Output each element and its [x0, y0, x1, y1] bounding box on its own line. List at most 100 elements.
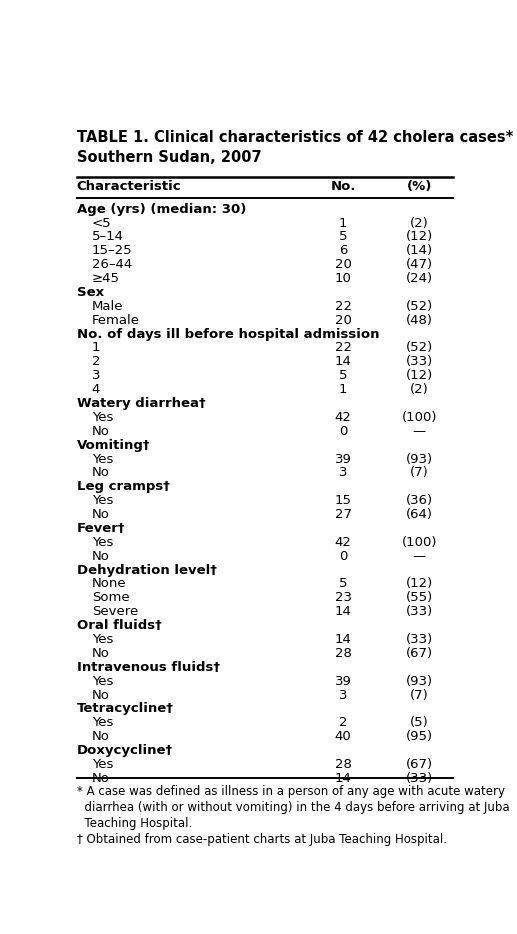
Text: <5: <5	[92, 217, 112, 230]
Text: (55): (55)	[406, 591, 433, 604]
Text: 28: 28	[334, 647, 352, 659]
Text: 1: 1	[339, 217, 347, 230]
Text: (7): (7)	[410, 466, 429, 479]
Text: † Obtained from case-patient charts at Juba Teaching Hospital.: † Obtained from case-patient charts at J…	[77, 833, 447, 846]
Text: ≥45: ≥45	[92, 272, 120, 285]
Text: 14: 14	[334, 771, 352, 785]
Text: (47): (47)	[406, 258, 433, 271]
Text: (64): (64)	[406, 508, 433, 521]
Text: (2): (2)	[410, 217, 429, 230]
Text: Fever†: Fever†	[77, 522, 125, 535]
Text: Leg cramps†: Leg cramps†	[77, 480, 170, 493]
Text: 10: 10	[334, 272, 352, 285]
Text: —: —	[413, 550, 426, 562]
Text: 15: 15	[334, 494, 352, 507]
Text: (33): (33)	[406, 355, 433, 368]
Text: 39: 39	[334, 453, 352, 465]
Text: Watery diarrhea†: Watery diarrhea†	[77, 397, 205, 410]
Text: Teaching Hospital.: Teaching Hospital.	[77, 817, 192, 830]
Text: No.: No.	[330, 180, 356, 193]
Text: 0: 0	[339, 425, 347, 438]
Text: Yes: Yes	[92, 411, 113, 424]
Text: (33): (33)	[406, 633, 433, 646]
Text: 28: 28	[334, 757, 352, 771]
Text: 14: 14	[334, 605, 352, 618]
Text: (48): (48)	[406, 314, 433, 327]
Text: diarrhea (with or without vomiting) in the 4 days before arriving at Juba: diarrhea (with or without vomiting) in t…	[77, 801, 509, 814]
Text: Tetracycline†: Tetracycline†	[77, 702, 174, 715]
Text: (5): (5)	[410, 716, 429, 729]
Text: (93): (93)	[406, 453, 433, 465]
Text: Yes: Yes	[92, 453, 113, 465]
Text: 2: 2	[339, 716, 347, 729]
Text: * A case was defined as illness in a person of any age with acute watery: * A case was defined as illness in a per…	[77, 785, 505, 799]
Text: 40: 40	[334, 730, 352, 743]
Text: 3: 3	[339, 688, 347, 701]
Text: No: No	[92, 425, 110, 438]
Text: (24): (24)	[406, 272, 433, 285]
Text: (52): (52)	[406, 342, 433, 355]
Text: Female: Female	[92, 314, 140, 327]
Text: (33): (33)	[406, 771, 433, 785]
Text: 14: 14	[334, 633, 352, 646]
Text: 39: 39	[334, 674, 352, 687]
Text: Yes: Yes	[92, 674, 113, 687]
Text: (100): (100)	[402, 536, 437, 549]
Text: 14: 14	[334, 355, 352, 368]
Text: No: No	[92, 508, 110, 521]
Text: Vomiting†: Vomiting†	[77, 439, 150, 452]
Text: 20: 20	[334, 314, 352, 327]
Text: —: —	[413, 425, 426, 438]
Text: 3: 3	[339, 466, 347, 479]
Text: Severe: Severe	[92, 605, 138, 618]
Text: Age (yrs) (median: 30): Age (yrs) (median: 30)	[77, 203, 246, 216]
Text: (95): (95)	[406, 730, 433, 743]
Text: No. of days ill before hospital admission: No. of days ill before hospital admissio…	[77, 328, 379, 341]
Text: Yes: Yes	[92, 633, 113, 646]
Text: (14): (14)	[406, 245, 433, 258]
Text: (%): (%)	[406, 180, 432, 193]
Text: 23: 23	[334, 591, 352, 604]
Text: (12): (12)	[406, 577, 433, 590]
Text: (12): (12)	[406, 369, 433, 382]
Text: Characteristic: Characteristic	[77, 180, 181, 193]
Text: No: No	[92, 550, 110, 562]
Text: 2: 2	[92, 355, 100, 368]
Text: 1: 1	[339, 383, 347, 396]
Text: (12): (12)	[406, 231, 433, 244]
Text: 5–14: 5–14	[92, 231, 124, 244]
Text: Sex: Sex	[77, 286, 104, 299]
Text: (36): (36)	[406, 494, 433, 507]
Text: None: None	[92, 577, 127, 590]
Text: No: No	[92, 771, 110, 785]
Text: 20: 20	[334, 258, 352, 271]
Text: TABLE 1. Clinical characteristics of 42 cholera cases* — Juba,: TABLE 1. Clinical characteristics of 42 …	[77, 130, 517, 145]
Text: 15–25: 15–25	[92, 245, 132, 258]
Text: (52): (52)	[406, 300, 433, 313]
Text: Yes: Yes	[92, 494, 113, 507]
Text: (93): (93)	[406, 674, 433, 687]
Text: No: No	[92, 730, 110, 743]
Text: 6: 6	[339, 245, 347, 258]
Text: 27: 27	[334, 508, 352, 521]
Text: 22: 22	[334, 300, 352, 313]
Text: (7): (7)	[410, 688, 429, 701]
Text: 26–44: 26–44	[92, 258, 132, 271]
Text: 4: 4	[92, 383, 100, 396]
Text: (67): (67)	[406, 757, 433, 771]
Text: Intravenous fluids†: Intravenous fluids†	[77, 660, 220, 673]
Text: 5: 5	[339, 369, 347, 382]
Text: Some: Some	[92, 591, 129, 604]
Text: 22: 22	[334, 342, 352, 355]
Text: (33): (33)	[406, 605, 433, 618]
Text: Dehydration level†: Dehydration level†	[77, 563, 217, 576]
Text: 3: 3	[92, 369, 100, 382]
Text: Southern Sudan, 2007: Southern Sudan, 2007	[77, 150, 261, 165]
Text: (67): (67)	[406, 647, 433, 659]
Text: Yes: Yes	[92, 716, 113, 729]
Text: 1: 1	[92, 342, 100, 355]
Text: (100): (100)	[402, 411, 437, 424]
Text: Yes: Yes	[92, 757, 113, 771]
Text: Doxycycline†: Doxycycline†	[77, 744, 173, 757]
Text: Male: Male	[92, 300, 124, 313]
